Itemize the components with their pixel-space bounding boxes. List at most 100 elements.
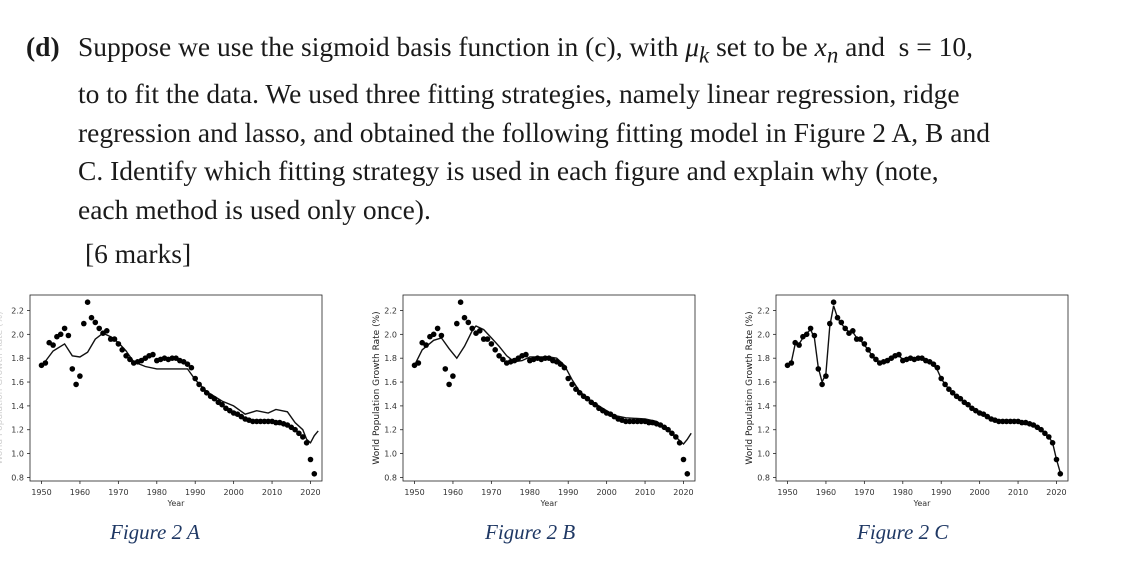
x-tick-label: 2020: [1046, 488, 1066, 497]
data-point: [857, 336, 864, 342]
y-tick-label: 2.2: [384, 307, 397, 316]
figure-2c-caption: Figure 2 C: [857, 520, 949, 544]
y-tick-label: 1.8: [384, 354, 397, 363]
question-line-1-start: Suppose we use the sigmoid basis functio…: [78, 31, 686, 62]
math-mu-k: μk: [685, 31, 709, 68]
data-point: [623, 418, 629, 425]
figure-2b-caption: Figure 2 B: [485, 520, 576, 544]
data-point: [104, 328, 110, 334]
figure-2a-chart: World Population Growth Rate (%) 0.8 1.0 1.…: [0, 285, 340, 508]
data-point: [569, 381, 575, 388]
y-tick-label: 1.0: [757, 450, 770, 459]
data-point: [869, 353, 875, 359]
data-point: [930, 361, 937, 367]
y-tick-label: 2.0: [11, 330, 24, 339]
data-point: [461, 314, 468, 321]
data-point: [73, 381, 79, 388]
chart-svg: World Population Growth Rate (%)0.81.01.…: [745, 294, 1069, 508]
data-point: [430, 331, 437, 338]
data-point: [92, 319, 99, 326]
x-tick-label: 2000: [223, 488, 243, 497]
data-point: [896, 351, 902, 358]
y-tick-label: 1.4: [384, 402, 397, 411]
question-line-5: each method is used only once).: [78, 193, 431, 225]
figure-2a-caption: Figure 2 A: [110, 520, 200, 544]
data-point: [865, 347, 871, 353]
question-d: (d) Suppose we use the sigmoid basis fun…: [26, 28, 1116, 229]
data-point: [203, 390, 210, 396]
data-point: [434, 325, 441, 332]
data-point: [630, 418, 637, 425]
data-point: [442, 366, 449, 372]
figure-2c-chart: World Population Growth Rate (%) 0.8 1.0 1.…: [745, 285, 1086, 508]
data-point: [592, 401, 598, 408]
question-text: Suppose we use the sigmoid basis functio…: [78, 28, 1116, 229]
chart-svg: World Population Growth Rate (%)0.81.01.…: [0, 294, 323, 508]
y-tick-label: 1.2: [11, 426, 24, 435]
y-tick-label: 1.6: [384, 378, 397, 387]
data-point: [311, 471, 318, 477]
x-tick-label: 1970: [108, 488, 128, 497]
question-line-1-middle: set to be: [709, 31, 815, 62]
x-tick-label: 1960: [816, 488, 836, 497]
data-point: [1049, 440, 1056, 446]
y-tick-label: 2.2: [757, 307, 770, 316]
chart-svg: World Population Growth Rate (%)0.8 1.0 1.…: [372, 294, 696, 508]
data-point: [200, 386, 206, 392]
data-point: [523, 351, 529, 358]
data-point: [465, 319, 472, 326]
plot-frame: [402, 294, 696, 482]
data-point: [788, 360, 795, 366]
y-tick-label: 2.0: [757, 330, 770, 339]
fit-line: [413, 325, 692, 446]
data-point: [127, 356, 133, 363]
data-point: [1053, 456, 1060, 463]
data-point: [296, 430, 302, 437]
question-line-1-end: and s = 10,: [838, 31, 973, 62]
data-point: [123, 353, 129, 359]
y-tick-label: 1.8: [757, 354, 770, 363]
data-point: [196, 381, 202, 388]
data-point: [873, 356, 879, 363]
x-tick-label: 1970: [854, 488, 874, 497]
data-point: [438, 332, 445, 339]
data-point: [811, 332, 818, 339]
data-point: [69, 366, 76, 372]
data-point: [573, 386, 579, 392]
data-point: [949, 390, 956, 396]
data-point: [454, 320, 460, 327]
data-point: [450, 373, 456, 379]
y-tick-label: 0.8: [384, 473, 397, 482]
data-point: [303, 440, 310, 446]
data-point: [211, 395, 218, 402]
data-point: [827, 320, 833, 327]
question-line-2: to to fit the data. We used three fittin…: [78, 78, 960, 110]
data-point: [565, 375, 571, 382]
fit-line: [40, 332, 319, 444]
y-tick-label: 0.8: [757, 473, 770, 482]
data-point: [88, 314, 95, 321]
plot-frame: [29, 294, 323, 482]
data-point: [265, 418, 272, 425]
data-point: [957, 395, 964, 402]
data-point: [996, 418, 1002, 425]
data-point: [492, 347, 498, 353]
y-axis-label: World Population Growth Rate (%): [0, 311, 5, 464]
question-line-1: Suppose we use the sigmoid basis functio…: [78, 28, 1116, 75]
data-point: [77, 373, 83, 379]
data-point: [57, 331, 64, 338]
y-axis-label: World Population Growth Rate (%): [372, 311, 382, 464]
y-tick-label: 1.2: [757, 426, 770, 435]
x-tick-label: 2010: [1008, 488, 1028, 497]
y-tick-label: 1.6: [757, 378, 770, 387]
math-mu: μ: [685, 31, 700, 62]
math-x-subscript: n: [826, 42, 839, 68]
x-axis-label: Year: [913, 499, 932, 508]
y-tick-label: 1.4: [11, 402, 24, 411]
y-tick-label: 1.0: [384, 450, 397, 459]
x-tick-label: 1960: [443, 488, 463, 497]
data-point: [965, 401, 971, 408]
x-axis-label: Year: [540, 499, 559, 508]
data-point: [477, 328, 483, 334]
data-point: [946, 386, 952, 392]
